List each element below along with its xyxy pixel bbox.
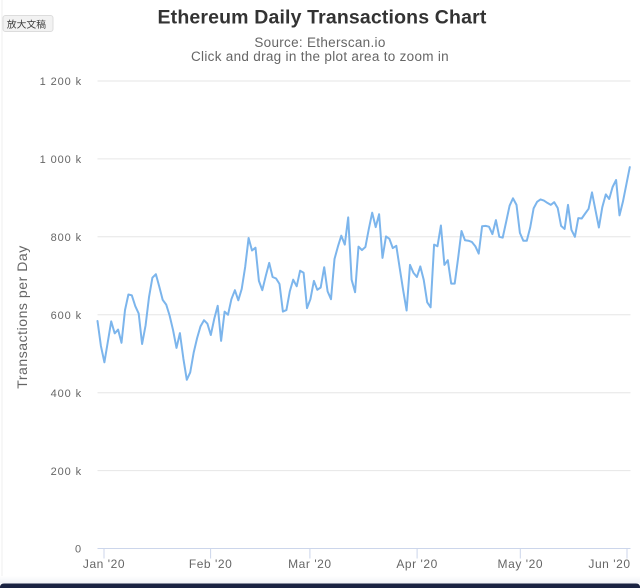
- svg-text:Feb '20: Feb '20: [189, 557, 233, 571]
- svg-text:Source: Etherscan.io: Source: Etherscan.io: [254, 35, 385, 50]
- svg-text:600 k: 600 k: [51, 310, 82, 322]
- svg-text:Transactions per Day: Transactions per Day: [14, 245, 30, 389]
- svg-text:Jan '20: Jan '20: [83, 557, 125, 571]
- svg-text:Ethereum Daily Transactions Ch: Ethereum Daily Transactions Chart: [158, 6, 487, 28]
- svg-text:0: 0: [75, 544, 82, 556]
- svg-text:800 k: 800 k: [51, 232, 82, 244]
- svg-text:May '20: May '20: [498, 557, 544, 571]
- svg-text:Apr '20: Apr '20: [396, 557, 438, 571]
- svg-text:400 k: 400 k: [51, 388, 82, 400]
- svg-text:Click and drag in the plot are: Click and drag in the plot area to zoom …: [191, 49, 449, 64]
- svg-text:Jun '20: Jun '20: [588, 557, 630, 571]
- svg-text:Mar '20: Mar '20: [288, 557, 332, 571]
- svg-text:1 000 k: 1 000 k: [40, 154, 82, 166]
- svg-text:1 200 k: 1 200 k: [40, 76, 82, 88]
- svg-text:200 k: 200 k: [51, 466, 82, 478]
